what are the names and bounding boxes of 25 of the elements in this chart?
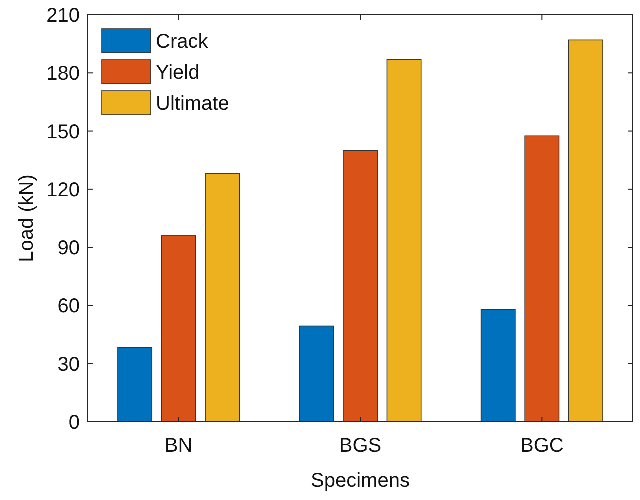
y-tick-label: 210 (46, 5, 80, 27)
legend-label: Ultimate (156, 93, 230, 115)
bar (299, 326, 334, 422)
y-tick-label: 120 (46, 179, 80, 202)
y-axis-title: Load (kN) (16, 174, 38, 262)
y-tick-label: 30 (58, 354, 80, 376)
bar (205, 174, 240, 422)
bar (568, 40, 604, 422)
y-tick-label: 180 (46, 63, 80, 86)
x-tick-label: BN (164, 435, 193, 457)
x-axis-title: Specimens (311, 470, 410, 492)
legend-label: Yield (156, 62, 200, 84)
y-tick-label: 60 (58, 296, 80, 318)
x-tick-label: BGS (339, 435, 382, 457)
legend-label: Crack (156, 31, 210, 53)
bar (480, 309, 516, 422)
bar (118, 347, 153, 422)
y-tick-label: 90 (58, 238, 80, 260)
y-tick-label: 150 (46, 121, 80, 144)
bar (524, 136, 560, 422)
bar (386, 59, 422, 422)
bar (161, 236, 196, 422)
bar (343, 150, 378, 422)
y-tick-label: 0 (68, 412, 80, 434)
x-tick-label: BGC (520, 435, 564, 457)
